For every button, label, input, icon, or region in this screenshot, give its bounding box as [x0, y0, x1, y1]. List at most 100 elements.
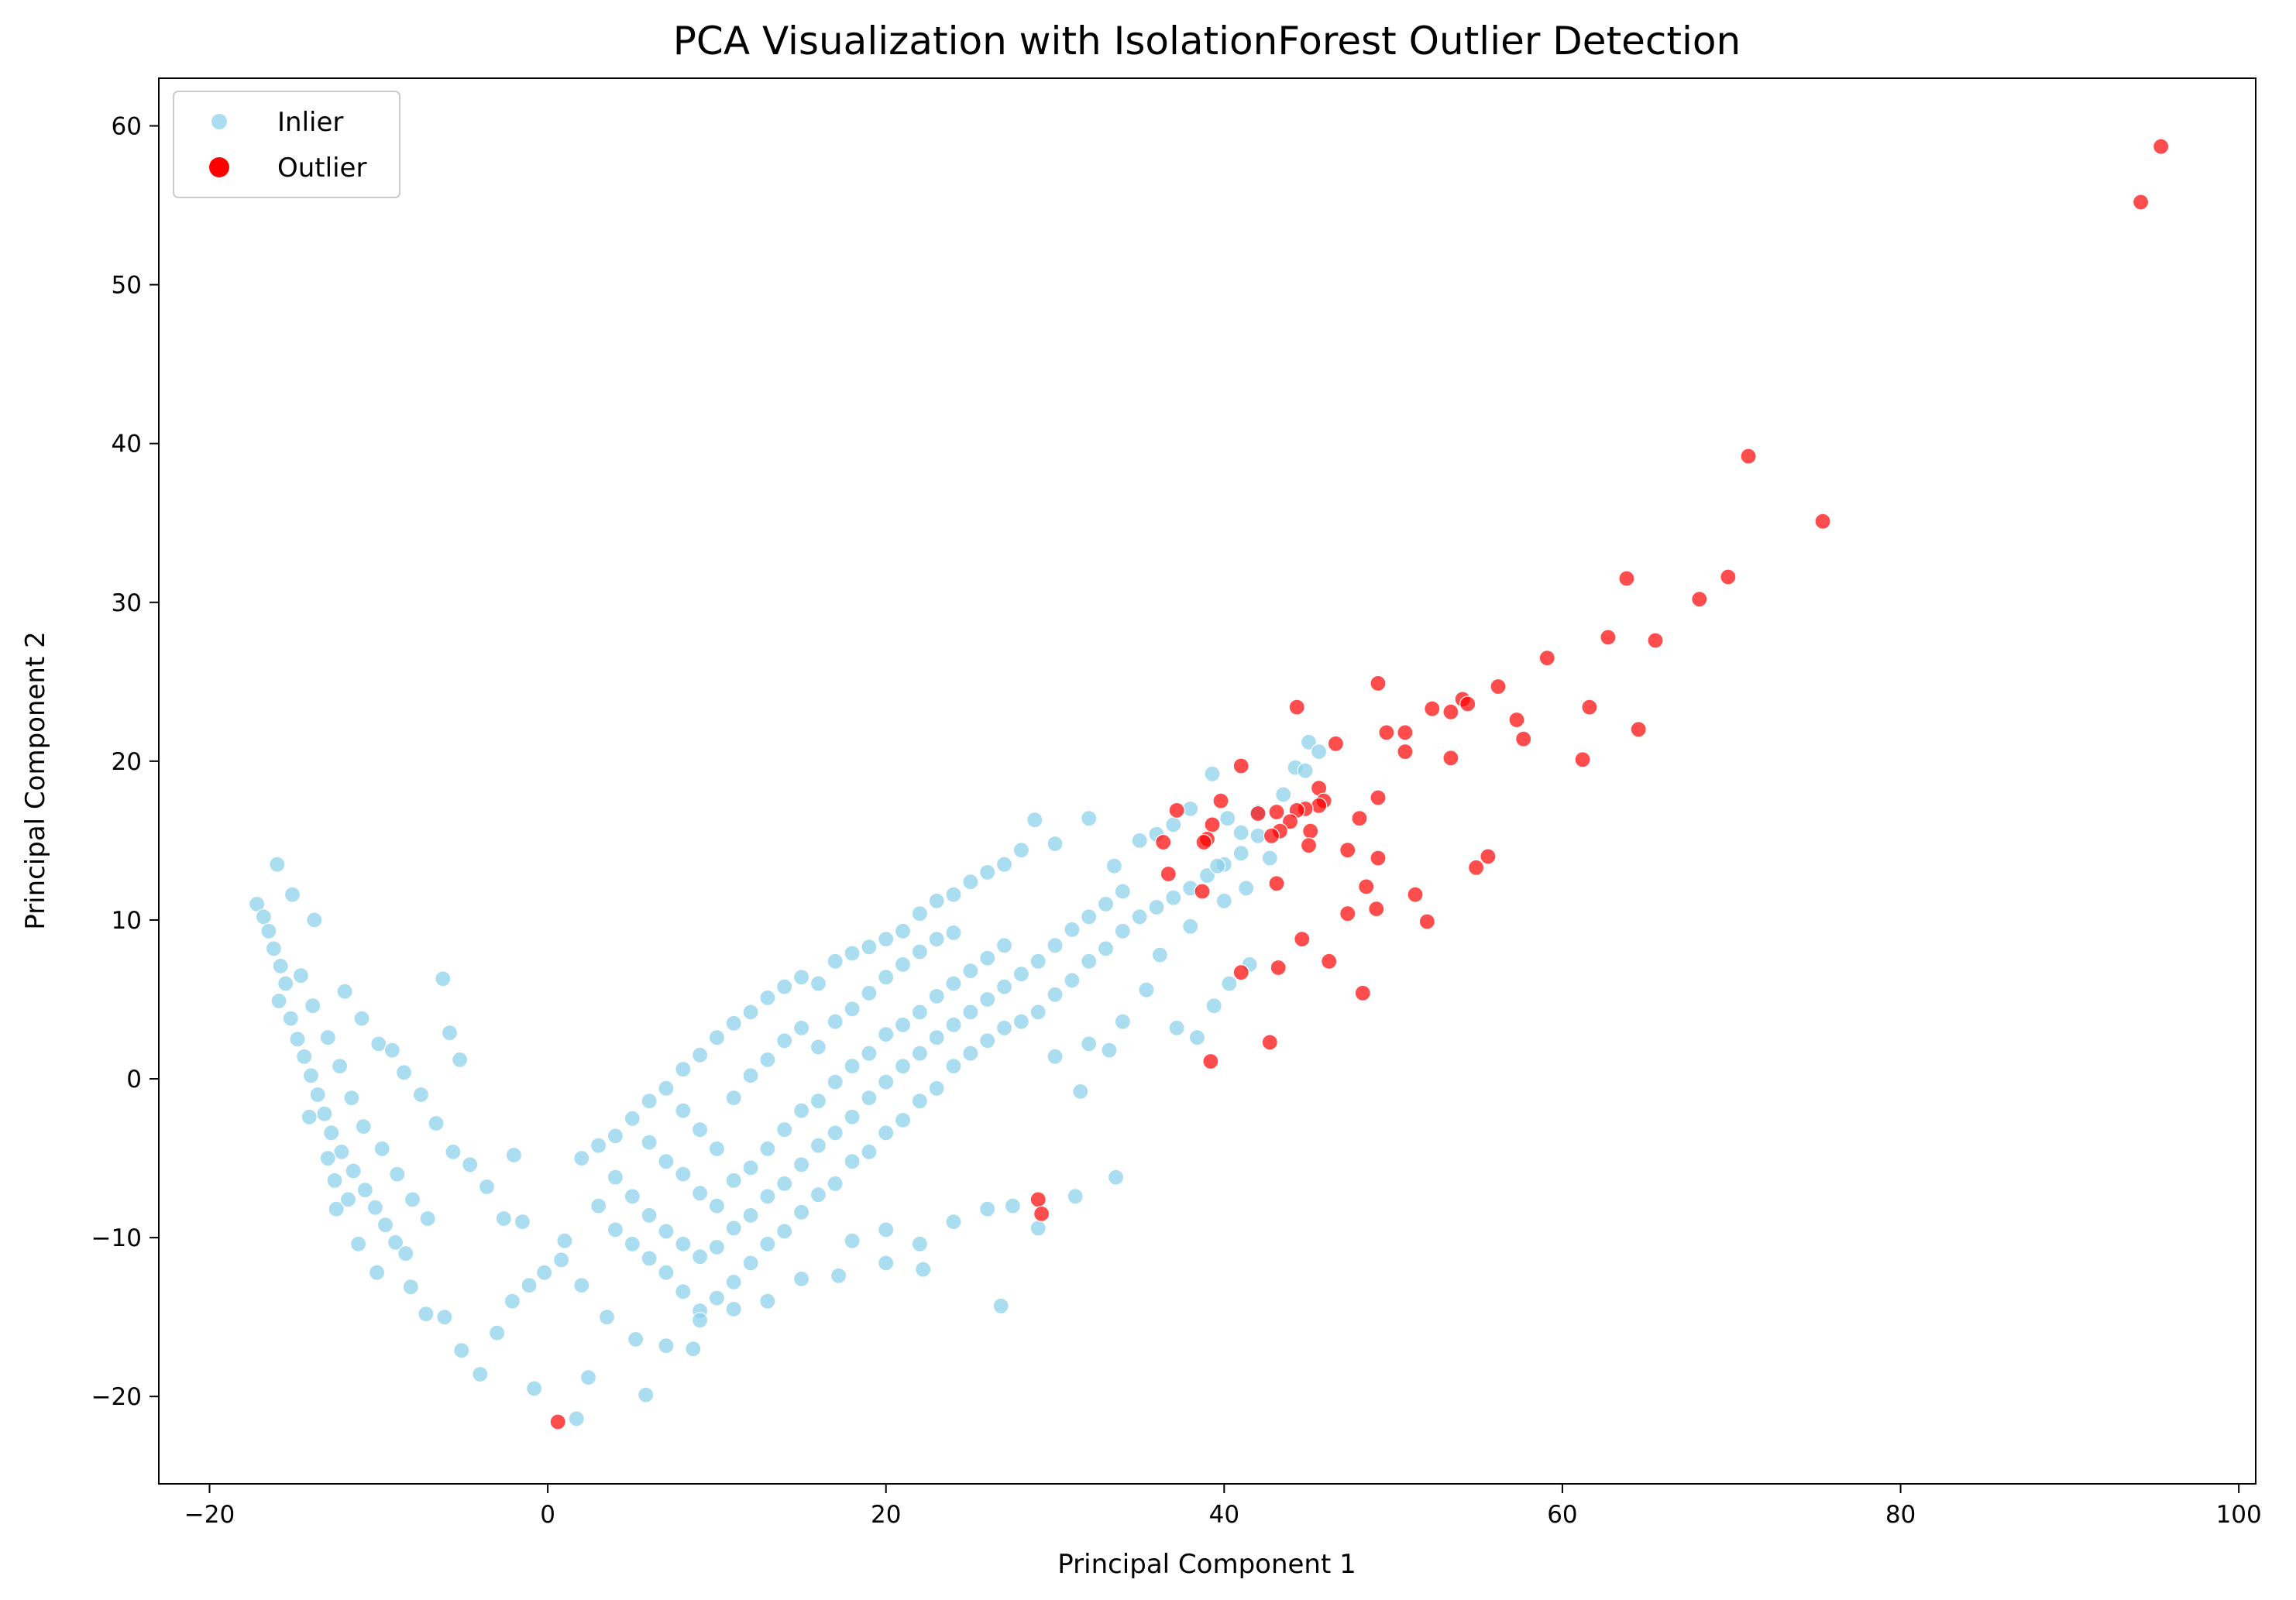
point-outlier: [1232, 757, 1249, 774]
point-inlier: [355, 1118, 372, 1135]
point-inlier: [1261, 850, 1278, 867]
point-outlier: [1538, 649, 1555, 667]
point-outlier: [1720, 568, 1737, 585]
point-inlier: [552, 1252, 570, 1269]
point-inlier: [675, 1235, 692, 1252]
point-outlier: [1195, 833, 1212, 851]
point-inlier: [521, 1276, 538, 1294]
point-outlier: [1368, 900, 1385, 918]
point-inlier: [708, 1238, 726, 1256]
point-inlier: [759, 1293, 776, 1310]
point-inlier: [1072, 1083, 1089, 1100]
point-outlier: [1691, 591, 1708, 608]
point-inlier: [395, 1064, 413, 1081]
point-inlier: [792, 969, 810, 986]
point-outlier: [1618, 570, 1635, 587]
point-outlier: [1508, 711, 1525, 729]
series-inlier: [249, 733, 1328, 1427]
point-inlier: [878, 1025, 895, 1043]
point-inlier: [809, 1186, 827, 1203]
point-inlier: [270, 992, 287, 1010]
point-inlier: [725, 1172, 742, 1189]
point-inlier: [453, 1342, 470, 1359]
point-inlier: [1232, 824, 1249, 841]
point-inlier: [624, 1188, 641, 1205]
point-inlier: [691, 1248, 709, 1265]
point-inlier: [1219, 810, 1236, 827]
point-inlier: [641, 1093, 658, 1110]
point-inlier: [759, 1140, 776, 1157]
point-inlier: [1081, 810, 1098, 827]
point-inlier: [292, 967, 309, 984]
point-inlier: [573, 1276, 590, 1294]
point-inlier: [1168, 1019, 1185, 1037]
point-inlier: [1105, 857, 1123, 874]
point-inlier: [598, 1309, 616, 1326]
point-inlier: [249, 895, 266, 913]
point-inlier: [759, 1235, 776, 1252]
point-inlier: [1182, 800, 1199, 818]
point-inlier: [326, 1172, 343, 1189]
point-inlier: [1138, 981, 1155, 998]
point-outlier: [1339, 842, 1356, 859]
point-inlier: [691, 1185, 709, 1202]
y-tick-label: 0: [126, 1066, 142, 1094]
point-inlier: [641, 1207, 658, 1224]
point-inlier: [1012, 842, 1030, 859]
point-inlier: [658, 1153, 675, 1170]
point-inlier: [472, 1365, 489, 1383]
point-inlier: [962, 1045, 979, 1062]
point-inlier: [353, 1010, 370, 1027]
point-inlier: [1215, 892, 1232, 909]
point-inlier: [759, 1051, 776, 1069]
point-inlier: [1131, 908, 1148, 925]
point-outlier: [1378, 724, 1395, 741]
point-inlier: [1208, 857, 1226, 874]
point-inlier: [1012, 1013, 1030, 1030]
point-inlier: [323, 1124, 340, 1142]
point-inlier: [708, 1197, 726, 1214]
point-inlier: [387, 1234, 404, 1251]
point-inlier: [1047, 986, 1064, 1003]
point-inlier: [350, 1235, 367, 1252]
point-inlier: [1067, 1188, 1084, 1205]
point-outlier: [1515, 730, 1532, 747]
point-inlier: [658, 1080, 675, 1097]
point-outlier: [1249, 805, 1267, 822]
point-inlier: [928, 892, 945, 909]
point-outlier: [1268, 803, 1285, 821]
point-inlier: [685, 1341, 702, 1358]
point-inlier: [296, 1048, 313, 1065]
y-tick-label: 20: [112, 748, 142, 776]
point-inlier: [428, 1114, 445, 1132]
chart-title: PCA Visualization with IsolationForest O…: [673, 19, 1741, 64]
x-axis-label: Principal Component 1: [1057, 1549, 1356, 1580]
point-inlier: [641, 1134, 658, 1151]
point-outlier: [1288, 699, 1305, 716]
y-axis-label: Principal Component 2: [20, 631, 51, 930]
point-inlier: [1205, 997, 1222, 1015]
point-inlier: [1232, 845, 1249, 862]
point-inlier: [809, 1137, 827, 1154]
point-inlier: [776, 1121, 793, 1138]
point-inlier: [369, 1264, 386, 1281]
point-inlier: [725, 1089, 742, 1107]
point-outlier: [2133, 194, 2150, 211]
point-inlier: [436, 1309, 453, 1326]
point-inlier: [302, 1067, 320, 1084]
point-outlier: [1397, 743, 1414, 761]
point-outlier: [1339, 905, 1356, 922]
point-inlier: [792, 1019, 810, 1037]
point-inlier: [809, 1093, 827, 1110]
point-inlier: [979, 1200, 996, 1217]
point-outlier: [1370, 850, 1387, 867]
point-inlier: [345, 1162, 362, 1179]
x-tick-label: 60: [1547, 1501, 1577, 1529]
point-outlier: [1310, 797, 1328, 814]
point-outlier: [1204, 816, 1221, 833]
point-inlier: [462, 1156, 479, 1173]
point-outlier: [1300, 836, 1318, 854]
point-inlier: [675, 1061, 692, 1078]
legend: Inlier Outlier: [173, 91, 400, 198]
